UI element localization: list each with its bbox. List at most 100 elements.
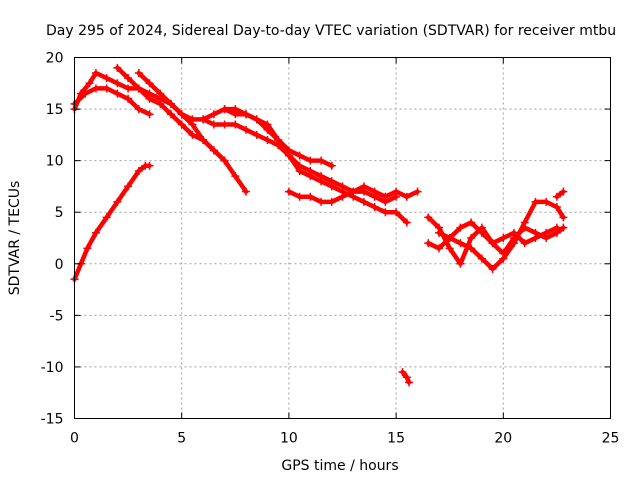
x-tick-label: 25 — [602, 431, 620, 447]
data-point — [413, 187, 422, 196]
x-tick-label: 10 — [280, 431, 298, 447]
data-point — [102, 74, 111, 83]
data-point — [209, 146, 218, 155]
data-point — [306, 172, 315, 181]
data-point — [434, 228, 443, 237]
data-point — [317, 177, 326, 186]
y-axis-label: SDTVAR / TECUs — [7, 181, 23, 296]
data-point — [263, 125, 272, 134]
data-point — [542, 228, 551, 237]
data-point — [327, 197, 336, 206]
data-point — [402, 373, 411, 382]
y-tick-label: 10 — [46, 154, 64, 170]
data-point — [467, 234, 476, 242]
y-tick-label: -15 — [41, 412, 64, 428]
data-point — [134, 166, 143, 175]
data-point — [91, 228, 100, 237]
data-point — [392, 208, 401, 217]
series-layer — [70, 63, 568, 387]
data-point — [199, 115, 208, 124]
data-point — [113, 89, 122, 98]
plot-frame — [74, 57, 611, 419]
data-series-track-6 — [222, 106, 410, 225]
data-point — [381, 208, 390, 217]
data-series-track-10 — [426, 215, 566, 267]
data-point — [231, 120, 240, 129]
data-point — [85, 79, 94, 88]
x-tick-label: 15 — [387, 431, 405, 447]
data-point — [552, 223, 561, 232]
data-point — [552, 203, 561, 212]
data-point — [199, 136, 208, 145]
data-point — [134, 84, 143, 93]
data-point — [242, 125, 251, 134]
x-axis-label: GPS time / hours — [281, 458, 398, 474]
data-series-track-8 — [72, 163, 152, 282]
data-point — [295, 151, 304, 160]
data-point — [113, 197, 122, 206]
data-point — [559, 187, 568, 196]
data-point — [338, 192, 347, 201]
data-point — [542, 197, 551, 206]
data-point — [456, 259, 465, 268]
data-point — [124, 94, 133, 103]
data-point — [83, 244, 92, 253]
y-tick-label: 5 — [55, 205, 64, 221]
data-point — [134, 68, 143, 77]
data-point — [317, 197, 326, 206]
data-point — [91, 68, 100, 77]
x-tick-label: 5 — [177, 431, 186, 447]
data-point — [317, 156, 326, 165]
data-point — [113, 79, 122, 88]
data-point — [220, 105, 229, 114]
chart-title: Day 295 of 2024, Sidereal Day-to-day VTE… — [46, 23, 616, 39]
data-point — [359, 197, 368, 206]
data-point — [392, 187, 401, 196]
data-series-track-13 — [554, 189, 566, 199]
data-point — [456, 223, 465, 232]
y-tick-label: 20 — [46, 51, 64, 67]
data-series-track-2 — [72, 86, 152, 117]
data-point — [252, 115, 261, 124]
data-point — [242, 187, 251, 196]
x-tick-label: 0 — [70, 431, 79, 447]
data-point — [424, 213, 433, 222]
data-point — [434, 244, 443, 253]
data-point — [177, 110, 186, 119]
data-point — [327, 182, 336, 191]
data-point — [306, 192, 315, 201]
data-point — [220, 120, 229, 129]
data-point — [145, 94, 154, 103]
data-point — [145, 110, 154, 119]
data-point — [445, 244, 454, 253]
data-point — [295, 166, 304, 175]
data-point — [145, 161, 154, 170]
data-point — [370, 187, 379, 196]
data-point — [177, 120, 186, 129]
data-point — [284, 151, 293, 160]
data-point — [156, 99, 165, 108]
data-point — [209, 120, 218, 129]
data-point — [124, 74, 133, 83]
data-point — [231, 172, 240, 181]
data-point — [166, 110, 175, 119]
data-point — [531, 234, 540, 242]
data-point — [220, 156, 229, 165]
data-point — [559, 213, 568, 222]
data-point — [477, 228, 486, 237]
data-point — [402, 192, 411, 201]
data-point — [284, 187, 293, 196]
x-tick-label: 20 — [494, 431, 512, 447]
data-point — [520, 239, 529, 248]
data-point — [91, 84, 100, 93]
data-point — [113, 63, 122, 72]
data-point — [488, 239, 497, 248]
data-point — [499, 234, 508, 242]
data-point — [209, 110, 218, 119]
data-point — [531, 197, 540, 206]
data-point — [274, 136, 283, 145]
data-point — [188, 115, 197, 124]
x-tick-labels: 0 5 10 15 20 25 — [70, 431, 619, 447]
data-point — [477, 254, 486, 263]
data-point — [488, 264, 497, 273]
